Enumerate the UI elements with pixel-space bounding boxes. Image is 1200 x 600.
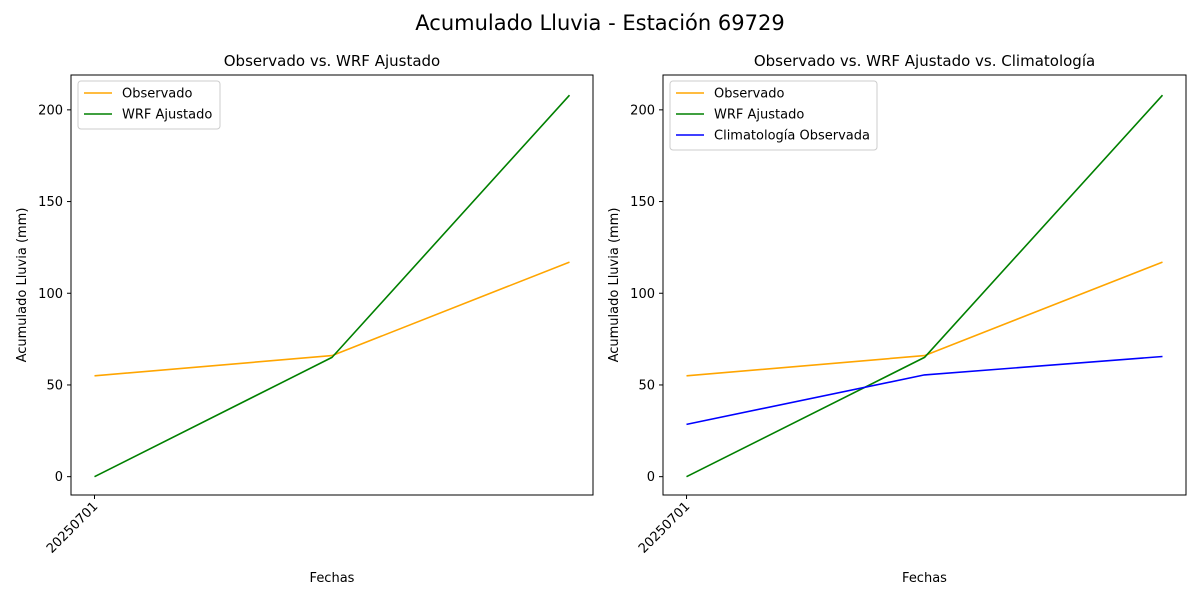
chart1-legend-entry: WRF Ajustado [122, 108, 212, 123]
chart1-y-tick-label: 100 [38, 287, 63, 302]
chart1-series-line-2 [94, 94, 571, 478]
chart2-x-axis-label: Fechas [902, 571, 947, 586]
chart1-x-axis-label: Fechas [310, 571, 355, 586]
chart2-title: Observado vs. WRF Ajustado vs. Climatolo… [754, 52, 1095, 70]
chart1-y-tick-label: 50 [46, 378, 63, 393]
chart2-legend-entry: Climatología Observada [714, 129, 870, 144]
chart2-series-line-1 [686, 261, 1163, 377]
chart1-y-tick-label: 200 [38, 103, 63, 118]
chart2-legend-box [669, 80, 878, 151]
chart2-legend: Observado WRF Ajustado Climatología Observ… [669, 80, 878, 151]
chart2-legend-entry: Observado [714, 87, 785, 102]
chart1-axes: Observado vs. WRF Ajustado05010015020020… [15, 52, 594, 586]
chart1-y-tick-label: 150 [38, 195, 63, 210]
figure-title: Acumulado Lluvia - Estación 69729 [415, 11, 784, 35]
chart2-y-tick-label: 100 [630, 287, 655, 302]
chart2-legend-entry: WRF Ajustado [714, 108, 804, 123]
chart1-title: Observado vs. WRF Ajustado [224, 52, 440, 70]
chart2-y-tick-label: 50 [638, 378, 655, 393]
chart1-legend-entry: Observado [122, 87, 193, 102]
chart2-y-tick-label: 200 [630, 103, 655, 118]
chart1-y-axis-label: Acumulado Lluvia (mm) [15, 208, 30, 363]
chart2-series-line-2 [686, 94, 1164, 478]
chart2-y-tick-label: 150 [630, 195, 655, 210]
chart2-y-axis-label: Acumulado Lluvia (mm) [607, 208, 622, 363]
chart1-legend-box [77, 80, 221, 130]
chart1-axes-frame [70, 74, 594, 496]
chart1-legend: Observado WRF Ajustado [77, 80, 221, 130]
chart1-series-line-1 [94, 261, 570, 377]
chart1-y-tick-label: 0 [55, 470, 63, 485]
chart2-axes-frame [662, 74, 1187, 496]
chart2-y-tick-label: 0 [647, 470, 655, 485]
chart2-series-line-3 [686, 355, 1163, 426]
